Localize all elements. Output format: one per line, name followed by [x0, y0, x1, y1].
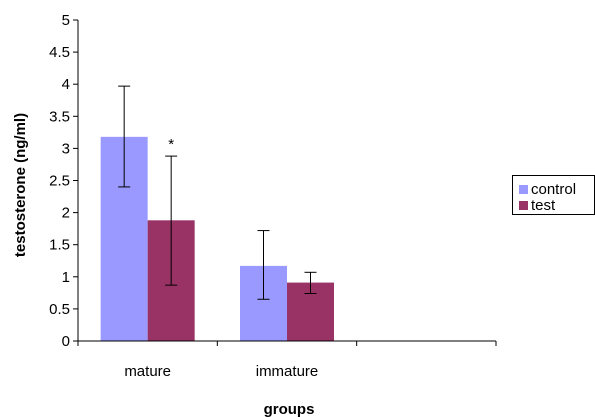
legend: control test [512, 175, 595, 215]
y-axis-ticks: 0 0.5 1 1.5 2 2.5 3 3.5 4 4.5 5 [49, 12, 78, 350]
y-tick-label: 1 [62, 269, 70, 286]
legend-item-control: control [519, 180, 577, 198]
bars [100, 136, 334, 341]
legend-swatch-control [519, 184, 528, 194]
y-tick-label: 4.5 [49, 44, 70, 61]
annotations: * [168, 136, 174, 153]
x-tick-label: mature [124, 363, 171, 380]
y-axis-title: testosterone (ng/ml) [12, 113, 29, 257]
y-tick-label: 0 [62, 333, 70, 350]
y-tick-label: 0.5 [49, 301, 70, 318]
y-tick-label: 4 [62, 76, 70, 93]
y-tick-label: 5 [62, 12, 70, 29]
legend-item-test: test [519, 196, 556, 214]
legend-label-control: control [531, 180, 577, 198]
legend-swatch-test [519, 200, 528, 210]
error-bars [118, 85, 317, 300]
y-tick-label: 3 [62, 140, 70, 157]
x-axis-title: groups [264, 401, 315, 417]
y-tick-label: 3.5 [49, 108, 70, 125]
legend-label-test: test [531, 196, 556, 214]
significance-marker: * [168, 136, 174, 153]
y-tick-label: 2.5 [49, 173, 70, 190]
x-tick-label: immature [256, 363, 319, 380]
y-tick-label: 1.5 [49, 237, 70, 254]
x-axis-ticks: mature immature [77, 341, 497, 380]
y-tick-label: 2 [62, 205, 70, 222]
